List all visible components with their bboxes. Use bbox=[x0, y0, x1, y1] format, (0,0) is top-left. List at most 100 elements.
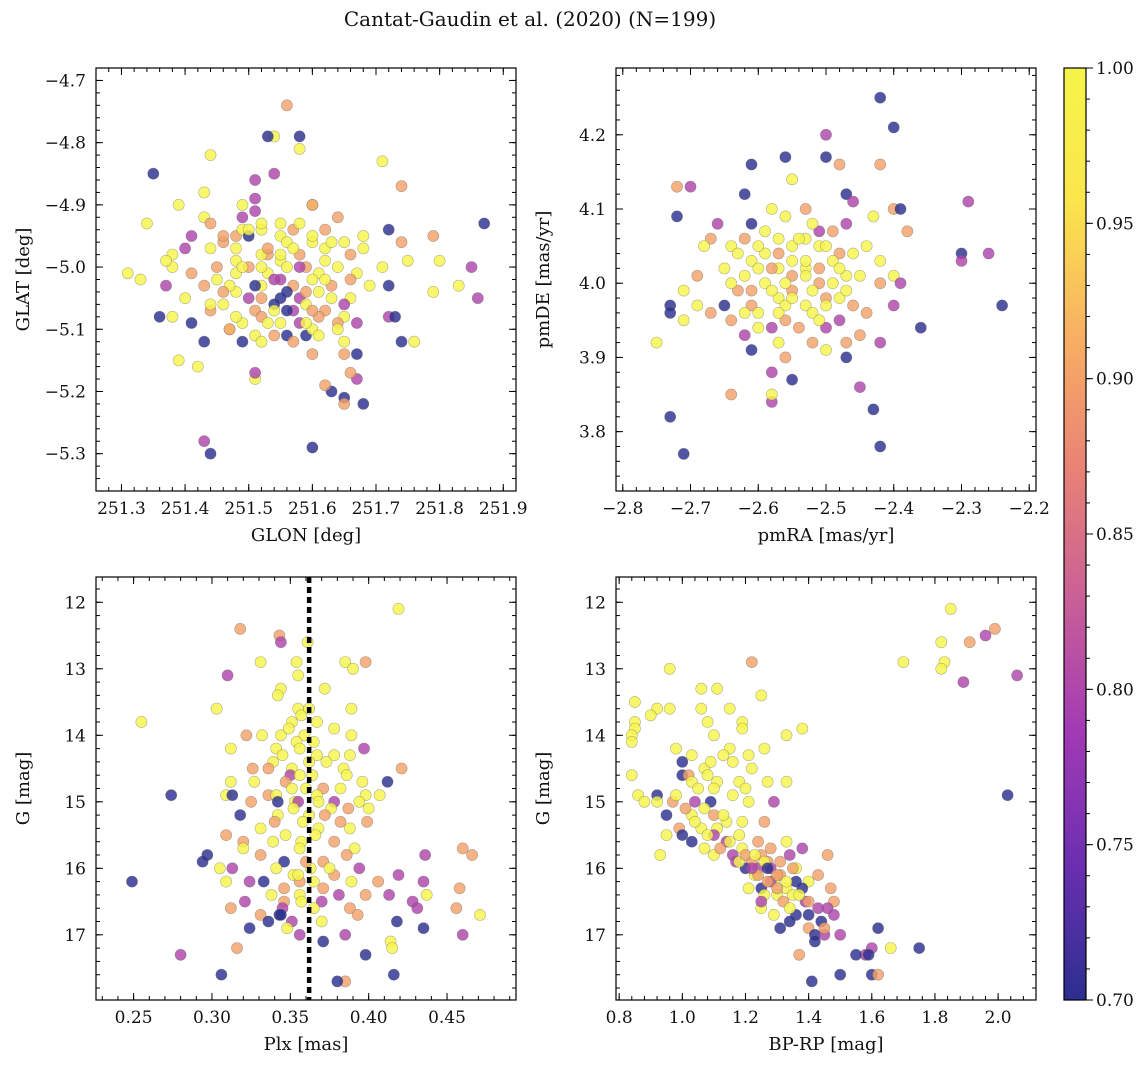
data-point bbox=[411, 902, 424, 915]
data-point bbox=[752, 262, 765, 275]
data-point bbox=[759, 247, 771, 260]
data-point bbox=[386, 942, 399, 954]
data-point bbox=[755, 895, 768, 908]
data-point bbox=[254, 849, 267, 861]
data-point bbox=[774, 855, 787, 868]
x-tick-label: −2.4 bbox=[873, 499, 914, 519]
data-point bbox=[401, 254, 414, 267]
x-tick-label: 251.9 bbox=[479, 499, 528, 519]
data-point bbox=[236, 211, 249, 224]
data-point bbox=[245, 795, 257, 808]
y-tick-label: −5.2 bbox=[45, 382, 86, 402]
data-point bbox=[813, 277, 826, 290]
data-point bbox=[452, 279, 465, 292]
data-point bbox=[725, 240, 738, 252]
data-point bbox=[395, 180, 408, 193]
data-point bbox=[312, 329, 325, 342]
data-point bbox=[254, 656, 267, 668]
data-point bbox=[745, 158, 758, 171]
data-point bbox=[293, 928, 306, 941]
data-point bbox=[293, 769, 306, 782]
data-point bbox=[311, 749, 323, 762]
data-point bbox=[153, 310, 166, 323]
data-point bbox=[820, 299, 832, 312]
y-tick-label: 13 bbox=[64, 660, 86, 680]
data-point bbox=[210, 702, 223, 715]
data-point bbox=[376, 155, 389, 168]
data-point bbox=[147, 167, 160, 180]
data-point bbox=[382, 223, 395, 236]
data-point bbox=[246, 762, 259, 775]
data-point bbox=[739, 782, 752, 795]
data-point bbox=[287, 242, 300, 255]
data-point bbox=[419, 849, 431, 861]
data-point bbox=[704, 306, 717, 319]
data-point bbox=[395, 236, 408, 249]
data-point bbox=[828, 909, 840, 921]
data-point bbox=[271, 689, 284, 702]
data-point bbox=[345, 729, 358, 742]
data-point bbox=[278, 882, 290, 895]
data-point bbox=[262, 915, 275, 928]
data-point bbox=[725, 388, 738, 401]
data-point bbox=[738, 232, 751, 245]
data-point bbox=[334, 815, 347, 828]
panels: 251.3 251.4 251.5 251.6 251.7 251.8 251.9 −4.7 −… bbox=[13, 67, 1050, 1055]
data-point bbox=[376, 261, 389, 273]
data-point bbox=[752, 835, 764, 848]
x-tick-label: 251.7 bbox=[352, 499, 401, 519]
x-tick-label: 0.35 bbox=[271, 1008, 309, 1028]
data-point bbox=[293, 842, 306, 855]
data-point bbox=[261, 317, 274, 329]
x-tick-label: 1.6 bbox=[858, 1008, 885, 1028]
data-point bbox=[854, 329, 866, 342]
data-point bbox=[271, 795, 284, 808]
data-point bbox=[732, 284, 744, 297]
data-point bbox=[796, 842, 809, 855]
data-point bbox=[255, 217, 268, 230]
data-point bbox=[306, 304, 319, 317]
data-point bbox=[901, 225, 914, 238]
data-point bbox=[796, 722, 809, 735]
data-point bbox=[249, 205, 261, 217]
data-point bbox=[249, 192, 261, 205]
data-point bbox=[840, 217, 853, 230]
data-point bbox=[295, 895, 308, 908]
data-point bbox=[185, 317, 198, 329]
data-point bbox=[1011, 669, 1023, 682]
data-point bbox=[813, 314, 826, 327]
data-point bbox=[765, 388, 778, 401]
colorbar-tick-label: 0.95 bbox=[1096, 214, 1134, 234]
data-point bbox=[772, 247, 785, 260]
data-point bbox=[826, 225, 839, 238]
data-point bbox=[312, 285, 325, 298]
data-point bbox=[638, 795, 651, 808]
data-point bbox=[799, 254, 812, 267]
data-point bbox=[834, 968, 847, 981]
data-point bbox=[466, 849, 478, 861]
x-tick-label: 251.3 bbox=[97, 499, 146, 519]
data-point bbox=[745, 862, 758, 875]
data-point bbox=[802, 895, 815, 908]
data-point bbox=[268, 273, 281, 286]
data-point bbox=[427, 285, 440, 298]
data-point bbox=[334, 782, 347, 795]
data-point bbox=[293, 130, 306, 143]
data-point bbox=[913, 942, 926, 954]
data-point bbox=[179, 292, 191, 305]
data-point bbox=[357, 242, 370, 255]
chart-title: Cantat-Gaudin et al. (2020) (N=199) bbox=[344, 7, 716, 31]
data-point bbox=[196, 855, 209, 868]
data-point bbox=[691, 299, 704, 312]
data-point bbox=[799, 203, 812, 215]
data-point bbox=[765, 321, 778, 334]
data-point bbox=[854, 381, 866, 393]
data-point bbox=[786, 373, 798, 386]
data-point bbox=[217, 298, 230, 311]
data-point bbox=[242, 223, 255, 236]
data-point bbox=[874, 91, 887, 104]
data-point bbox=[840, 269, 853, 282]
data-point bbox=[738, 269, 751, 282]
data-point bbox=[749, 849, 761, 861]
data-point bbox=[840, 284, 853, 297]
